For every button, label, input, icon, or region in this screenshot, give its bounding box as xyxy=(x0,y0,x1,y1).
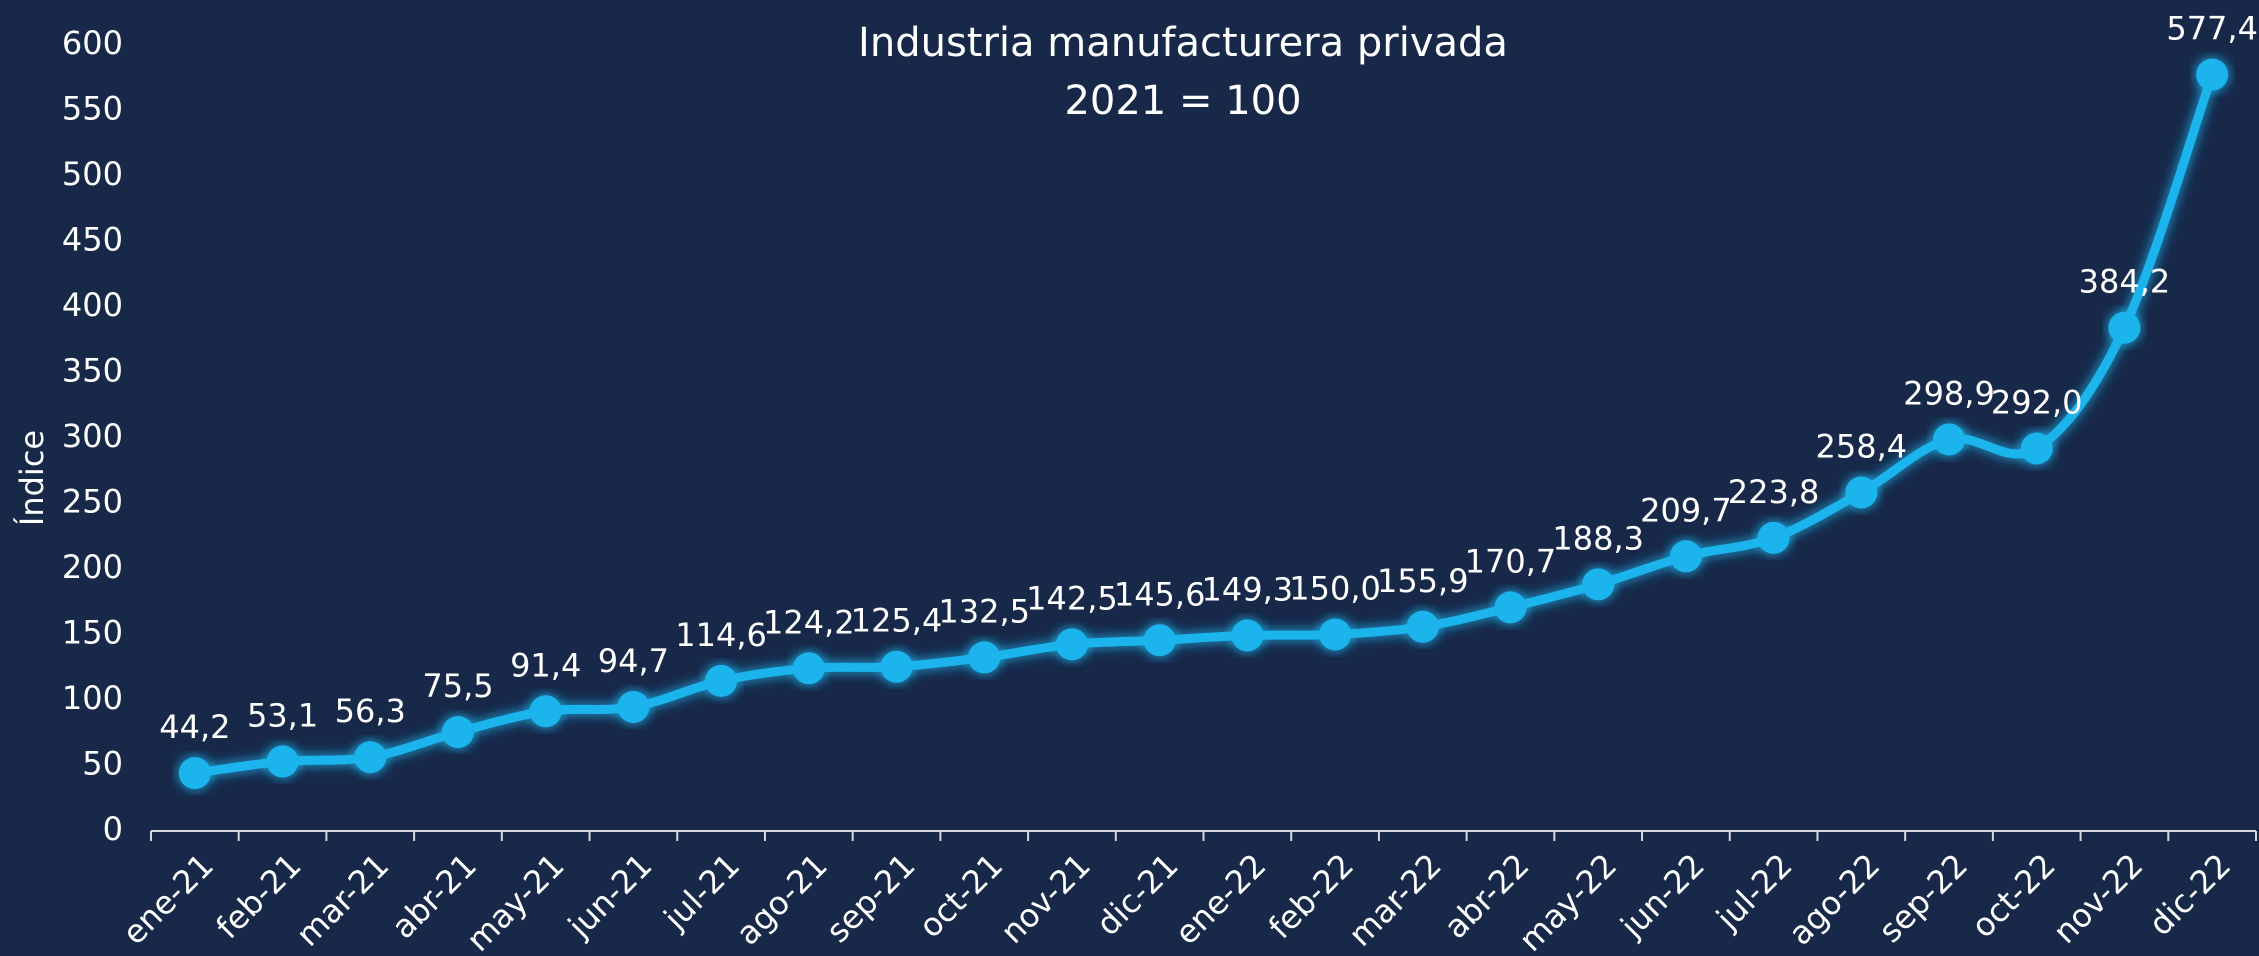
data-label: 150,0 xyxy=(1289,570,1381,608)
data-label: 114,6 xyxy=(675,616,767,654)
data-label: 188,3 xyxy=(1552,519,1644,557)
y-tick-label: 250 xyxy=(62,483,123,521)
marker xyxy=(792,652,825,685)
marker xyxy=(1055,628,1088,661)
y-axis-label: Índice xyxy=(13,430,51,526)
y-tick-label: 450 xyxy=(62,221,123,259)
marker xyxy=(1406,610,1439,643)
data-label: 75,5 xyxy=(422,667,493,705)
y-tick-label: 100 xyxy=(62,679,123,717)
data-label: 258,4 xyxy=(1816,427,1908,465)
marker xyxy=(1319,618,1352,651)
y-tick-label: 500 xyxy=(62,155,123,193)
data-label: 577,4 xyxy=(2166,10,2258,48)
data-label: 91,4 xyxy=(510,646,581,684)
y-tick-label: 50 xyxy=(82,745,123,783)
y-tick-label: 150 xyxy=(62,614,123,652)
marker xyxy=(1757,521,1790,554)
y-tick-label: 300 xyxy=(62,417,123,455)
y-tick-label: 350 xyxy=(62,352,123,390)
data-label: 209,7 xyxy=(1640,491,1732,529)
marker xyxy=(617,690,650,723)
marker xyxy=(441,716,474,749)
data-label: 94,7 xyxy=(598,642,669,680)
data-label: 125,4 xyxy=(851,602,943,640)
y-tick-label: 550 xyxy=(62,90,123,128)
marker xyxy=(880,650,913,683)
marker xyxy=(1669,540,1702,573)
marker xyxy=(705,664,738,697)
y-tick-label: 0 xyxy=(103,810,123,848)
data-label: 44,2 xyxy=(159,708,230,746)
marker xyxy=(178,757,211,790)
data-label: 292,0 xyxy=(1991,383,2083,421)
data-label: 132,5 xyxy=(938,592,1030,630)
marker xyxy=(1582,568,1615,601)
marker xyxy=(1143,624,1176,657)
y-tick-label: 600 xyxy=(62,24,123,62)
marker xyxy=(2196,58,2229,91)
data-label: 142,5 xyxy=(1026,579,1118,617)
chart-subtitle: 2021 = 100 xyxy=(1064,78,1301,124)
y-tick-label: 200 xyxy=(62,548,123,586)
marker xyxy=(2020,432,2053,465)
marker xyxy=(354,741,387,774)
marker xyxy=(1933,423,1966,456)
data-label: 124,2 xyxy=(763,603,855,641)
data-label: 384,2 xyxy=(2079,263,2171,301)
marker xyxy=(1231,619,1264,652)
data-label: 170,7 xyxy=(1465,542,1557,580)
marker xyxy=(1494,591,1527,624)
marker xyxy=(1845,476,1878,509)
data-label: 149,3 xyxy=(1202,570,1294,608)
data-label: 53,1 xyxy=(247,696,318,734)
marker xyxy=(266,745,299,778)
y-tick-label: 400 xyxy=(62,286,123,324)
data-label: 155,9 xyxy=(1377,562,1469,600)
data-label: 223,8 xyxy=(1728,473,1820,511)
data-label: 145,6 xyxy=(1114,575,1206,613)
data-label: 298,9 xyxy=(1903,374,1995,412)
data-label: 56,3 xyxy=(335,692,406,730)
marker xyxy=(529,695,562,728)
chart-subtitle: Industria manufacturera privada xyxy=(858,20,1508,66)
marker xyxy=(968,641,1001,674)
marker xyxy=(2108,311,2141,344)
